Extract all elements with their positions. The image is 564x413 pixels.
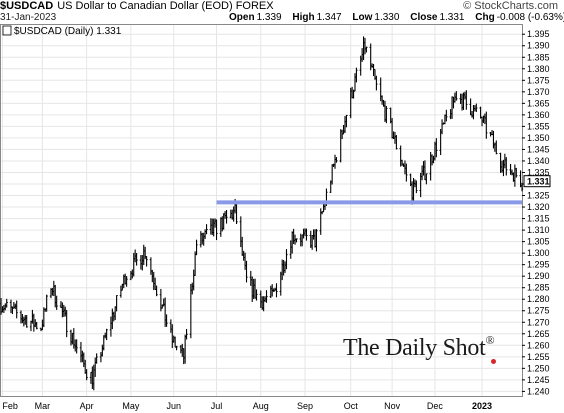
open-label: Open [229,12,255,23]
x-tick-label: 2023 [472,401,492,411]
y-tick-label: 1.275 [527,306,550,316]
last-price-marker: 1.331 [523,175,551,188]
y-tick-label: 1.245 [527,375,550,385]
y-tick-label: 1.260 [527,340,550,350]
close-label: Close [410,12,438,23]
chart-legend: $USDCAD (Daily) 1.331 [2,25,122,37]
quote-summary: Open 1.339 High 1.347 Low 1.330 Close 1.331 … [229,12,564,24]
daily-shot-logo: The Daily Shot® [343,333,496,364]
x-tick-label: Sep [297,401,313,411]
symbol: $USDCAD [0,0,54,12]
y-tick-label: 1.295 [527,260,550,270]
chart-header-row-1: $USDCAD US Dollar to Canadian Dollar (EOD… [0,0,564,12]
x-tick-label: Oct [344,401,359,411]
y-tick-label: 1.310 [527,225,550,235]
y-tick-label: 1.335 [527,167,550,177]
y-tick-label: 1.345 [527,144,550,154]
y-tick-label: 1.300 [527,248,550,258]
y-tick-label: 1.265 [527,329,550,339]
x-axis: Feb Mar Apr May Jun Jul Aug Sep Oct Nov Dec 2023 [2,401,492,411]
high-value: 1.347 [316,12,342,23]
ohlc-series [0,36,524,391]
last-price-box [523,175,551,188]
legend-label: $USDCAD (Daily) 1.331 [14,26,122,37]
y-tick-label: 1.370 [527,87,550,97]
open-value: 1.339 [256,12,282,23]
x-tick-label: Aug [253,401,269,411]
plot-frame [0,24,523,397]
y-tick-label: 1.290 [527,271,550,281]
low-value: 1.330 [374,12,400,23]
x-tick-label: Mar [35,401,51,411]
y-tick-label: 1.375 [527,75,550,85]
x-tick-label: Jun [166,401,181,411]
change-value: -0.008 (-0.63%) [496,12,564,23]
y-tick-label: 1.285 [527,283,550,293]
x-tick-label: Jul [211,401,223,411]
x-tick-label: May [122,401,140,411]
change-label: Chg [475,12,495,23]
y-tick-label: 1.305 [527,237,550,247]
legend-ohlc-icon [2,25,12,36]
x-tick-label: Feb [2,401,18,411]
y-tick-label: 1.355 [527,121,550,131]
exchange: FOREX [235,0,274,12]
x-tick-label: Apr [80,401,94,411]
y-tick-label: 1.325 [527,191,550,201]
registered-mark: ® [485,333,495,347]
quote-date: 31-Jan-2023 [0,12,57,23]
last-price-label: 1.331 [527,177,550,187]
y-tick-label: 1.280 [527,294,550,304]
y-tick-label: 1.365 [527,98,550,108]
y-tick-label: 1.320 [527,202,550,212]
brand-name: The Daily Shot [343,335,486,361]
high-label: High [292,12,315,23]
x-tick-label: Dec [427,401,444,411]
y-tick-label: 1.315 [527,214,550,224]
y-tick-label: 1.390 [527,41,550,51]
y-tick-label: 1.240 [527,386,550,396]
close-value: 1.331 [439,12,465,23]
y-tick-label: 1.350 [527,133,550,143]
logo-dot [491,359,496,364]
y-tick-label: 1.380 [527,64,550,74]
low-label: Low [352,12,373,23]
y-tick-label: 1.340 [527,156,550,166]
y-tick-label: 1.395 [527,29,550,39]
y-tick-label: 1.360 [527,110,550,120]
x-tick-label: Nov [384,401,401,411]
y-tick-label: 1.255 [527,352,550,362]
y-tick-label: 1.270 [527,317,550,327]
grid-layer [1,25,522,396]
y-tick-label: 1.385 [527,52,550,62]
instrument-description: US Dollar to Canadian Dollar (EOD) [57,0,233,12]
copyright: © StockCharts.com [463,0,558,12]
chart-header-row-2: 31-Jan-2023 Open 1.339 High 1.347 Low 1.330… [0,12,564,24]
y-tick-label: 1.250 [527,363,550,373]
